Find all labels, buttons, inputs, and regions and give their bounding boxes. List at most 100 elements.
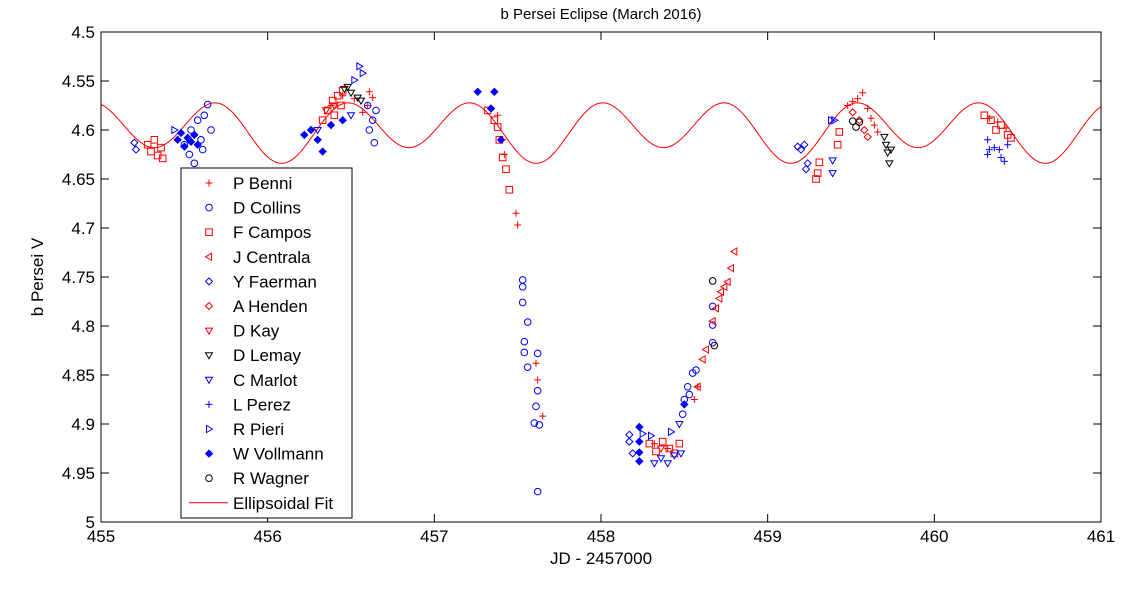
x-tick-label: 461 (1087, 527, 1115, 546)
data-point-d-kay (329, 102, 339, 110)
y-axis-label: b Persei V (28, 237, 47, 316)
data-point-f-campos (675, 439, 684, 448)
legend-item-r-pieri: R Pieri (206, 420, 284, 439)
ellipsoidal-fit-line (100, 102, 1102, 164)
data-point-f-campos (502, 165, 510, 173)
data-point-f-campos (813, 169, 822, 177)
data-point-d-collins (518, 283, 527, 291)
y-tick-label: 4.9 (71, 415, 95, 434)
series-c-marlot (313, 112, 838, 468)
data-point-w-vollmann (635, 448, 644, 457)
legend-marker-r-wagner (205, 474, 213, 483)
data-point-d-collins (523, 363, 532, 371)
data-point-d-collins (368, 116, 377, 124)
y-tick-label: 4.85 (62, 366, 95, 385)
data-point-d-collins (187, 126, 195, 134)
data-point-f-campos (333, 91, 342, 100)
data-point-d-kay (321, 107, 331, 115)
data-point-c-marlot (676, 450, 686, 458)
data-point-p-benni (854, 95, 862, 103)
legend-marker-p-benni (205, 179, 213, 187)
data-point-p-benni (874, 128, 882, 136)
data-point-d-collins (197, 136, 205, 144)
data-point-p-benni (532, 359, 540, 367)
data-point-f-campos (987, 116, 995, 125)
data-point-r-wagner (710, 341, 719, 350)
y-tick-label: 4.95 (62, 464, 95, 483)
data-point-c-marlot (828, 170, 838, 178)
data-point-d-collins (683, 382, 692, 391)
legend-box (180, 167, 353, 519)
series-r-wagner (708, 117, 864, 350)
data-point-f-campos (498, 153, 507, 162)
y-tick-label: 4.6 (71, 121, 95, 140)
data-point-w-vollmann (473, 87, 482, 96)
data-point-w-vollmann (680, 400, 689, 409)
data-point-d-collins (198, 145, 207, 154)
data-point-r-pieri (171, 125, 179, 135)
data-point-a-henden (863, 132, 872, 142)
data-point-d-lemay (339, 85, 349, 94)
legend-marker-d-kay (204, 327, 214, 336)
series-w-vollmann (173, 87, 689, 466)
y-tick-label: 4.65 (62, 170, 95, 189)
data-point-f-campos (835, 128, 844, 136)
data-point-w-vollmann (193, 140, 202, 149)
legend-item-p-benni: P Benni (205, 174, 292, 193)
legend-item-d-lemay: D Lemay (204, 346, 302, 365)
data-point-d-collins (193, 116, 202, 124)
axis-ticks: 455 456 457 458 459 460 461 4.5 4.55 4.6 4.65 4.7 4.… (62, 23, 1115, 546)
legend-marker-r-pieri (206, 424, 214, 434)
data-point-y-faerman (625, 437, 634, 446)
data-point-d-collins (190, 159, 199, 168)
data-point-w-vollmann (635, 457, 644, 466)
data-point-r-wagner (852, 123, 860, 131)
series-a-henden (848, 108, 872, 142)
data-point-j-centrala (719, 282, 728, 292)
data-point-w-vollmann (486, 104, 496, 113)
legend-marker-f-campos (205, 228, 213, 236)
x-tick-label: 455 (87, 527, 115, 546)
data-point-a-henden (860, 125, 869, 135)
data-point-d-collins (530, 419, 539, 427)
data-point-j-centrala (698, 354, 706, 364)
data-point-d-lemay (883, 149, 893, 158)
data-point-w-vollmann (338, 115, 347, 125)
data-point-d-collins (363, 101, 372, 110)
data-point-p-benni (339, 92, 347, 100)
data-point-j-centrala (693, 382, 701, 392)
series-y-faerman (130, 138, 812, 458)
data-point-d-collins (685, 390, 694, 399)
data-point-y-faerman (131, 145, 141, 154)
data-point-d-collins (708, 321, 717, 329)
data-point-y-faerman (130, 138, 139, 147)
data-point-p-benni (359, 108, 367, 116)
data-point-p-benni (512, 209, 520, 217)
legend-label: W Vollmann (233, 445, 324, 464)
data-point-p-benni (690, 396, 698, 403)
legend-marker-y-faerman (204, 277, 214, 286)
legend-item-y-faerman: Y Faerman (204, 272, 317, 291)
data-point-d-lemay (886, 146, 896, 155)
data-point-w-vollmann (318, 147, 327, 156)
ellipsoidal-fit-layer (100, 102, 1102, 164)
data-point-l-perez (984, 151, 992, 158)
data-point-w-vollmann (180, 142, 189, 151)
series-p-benni (327, 88, 1010, 452)
legend-label: L Perez (233, 395, 291, 414)
data-point-j-centrala (714, 294, 723, 303)
series-r-pieri (171, 61, 839, 441)
data-point-c-marlot (674, 421, 684, 429)
data-point-c-marlot (828, 157, 838, 165)
data-point-d-collins (372, 106, 380, 115)
data-point-r-pieri (639, 429, 648, 439)
legend-marker-l-perez (205, 400, 213, 408)
legend-item-l-perez: L Perez (205, 395, 291, 414)
data-point-f-campos (328, 96, 337, 105)
y-tick-label: 4.7 (71, 219, 95, 238)
data-point-c-marlot (663, 460, 673, 468)
chart-title: b Persei Eclipse (March 2016) (501, 6, 702, 23)
y-tick-label: 4.75 (62, 268, 95, 287)
series-d-collins (180, 100, 717, 496)
data-point-y-faerman (800, 140, 809, 149)
